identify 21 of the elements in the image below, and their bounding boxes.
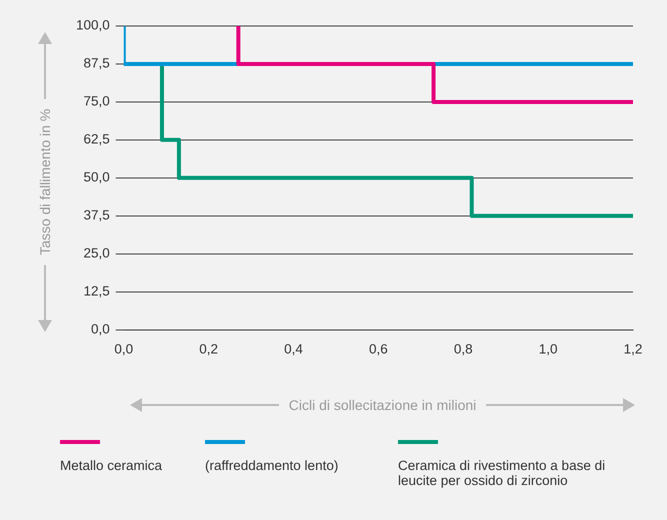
x-tick-label: 0,8 (454, 342, 473, 357)
legend-label: Metallo ceramica (60, 458, 162, 473)
y-tick-label: 62,5 (84, 132, 110, 147)
y-axis-title: Tasso di fallimento in % (37, 108, 53, 258)
y-tick-label: 12,5 (84, 284, 110, 299)
x-tick-label: 1,2 (624, 342, 642, 357)
x-tick-label: 0,0 (114, 342, 134, 357)
x-tick-label: 0,4 (284, 342, 304, 357)
x-tick-label: 1,0 (538, 342, 558, 357)
y-tick-label: 50,0 (84, 170, 110, 185)
y-tick-label: 100,0 (76, 18, 110, 33)
y-tick-label: 37,5 (84, 208, 110, 223)
y-tick-label: 75,0 (84, 94, 110, 109)
x-tick-label: 0,6 (369, 342, 388, 357)
legend-label: (raffreddamento lento) (205, 458, 340, 473)
y-tick-label: 87,5 (84, 56, 110, 71)
y-tick-label: 0,0 (91, 322, 110, 337)
x-axis-title: Cicli di sollecitazione in milioni (288, 397, 478, 413)
x-tick-label: 0,2 (199, 342, 218, 357)
y-tick-label: 25,0 (84, 246, 110, 261)
legend-label: Ceramica di rivestimento a base di leucite per ossido di zirconio (398, 458, 606, 488)
